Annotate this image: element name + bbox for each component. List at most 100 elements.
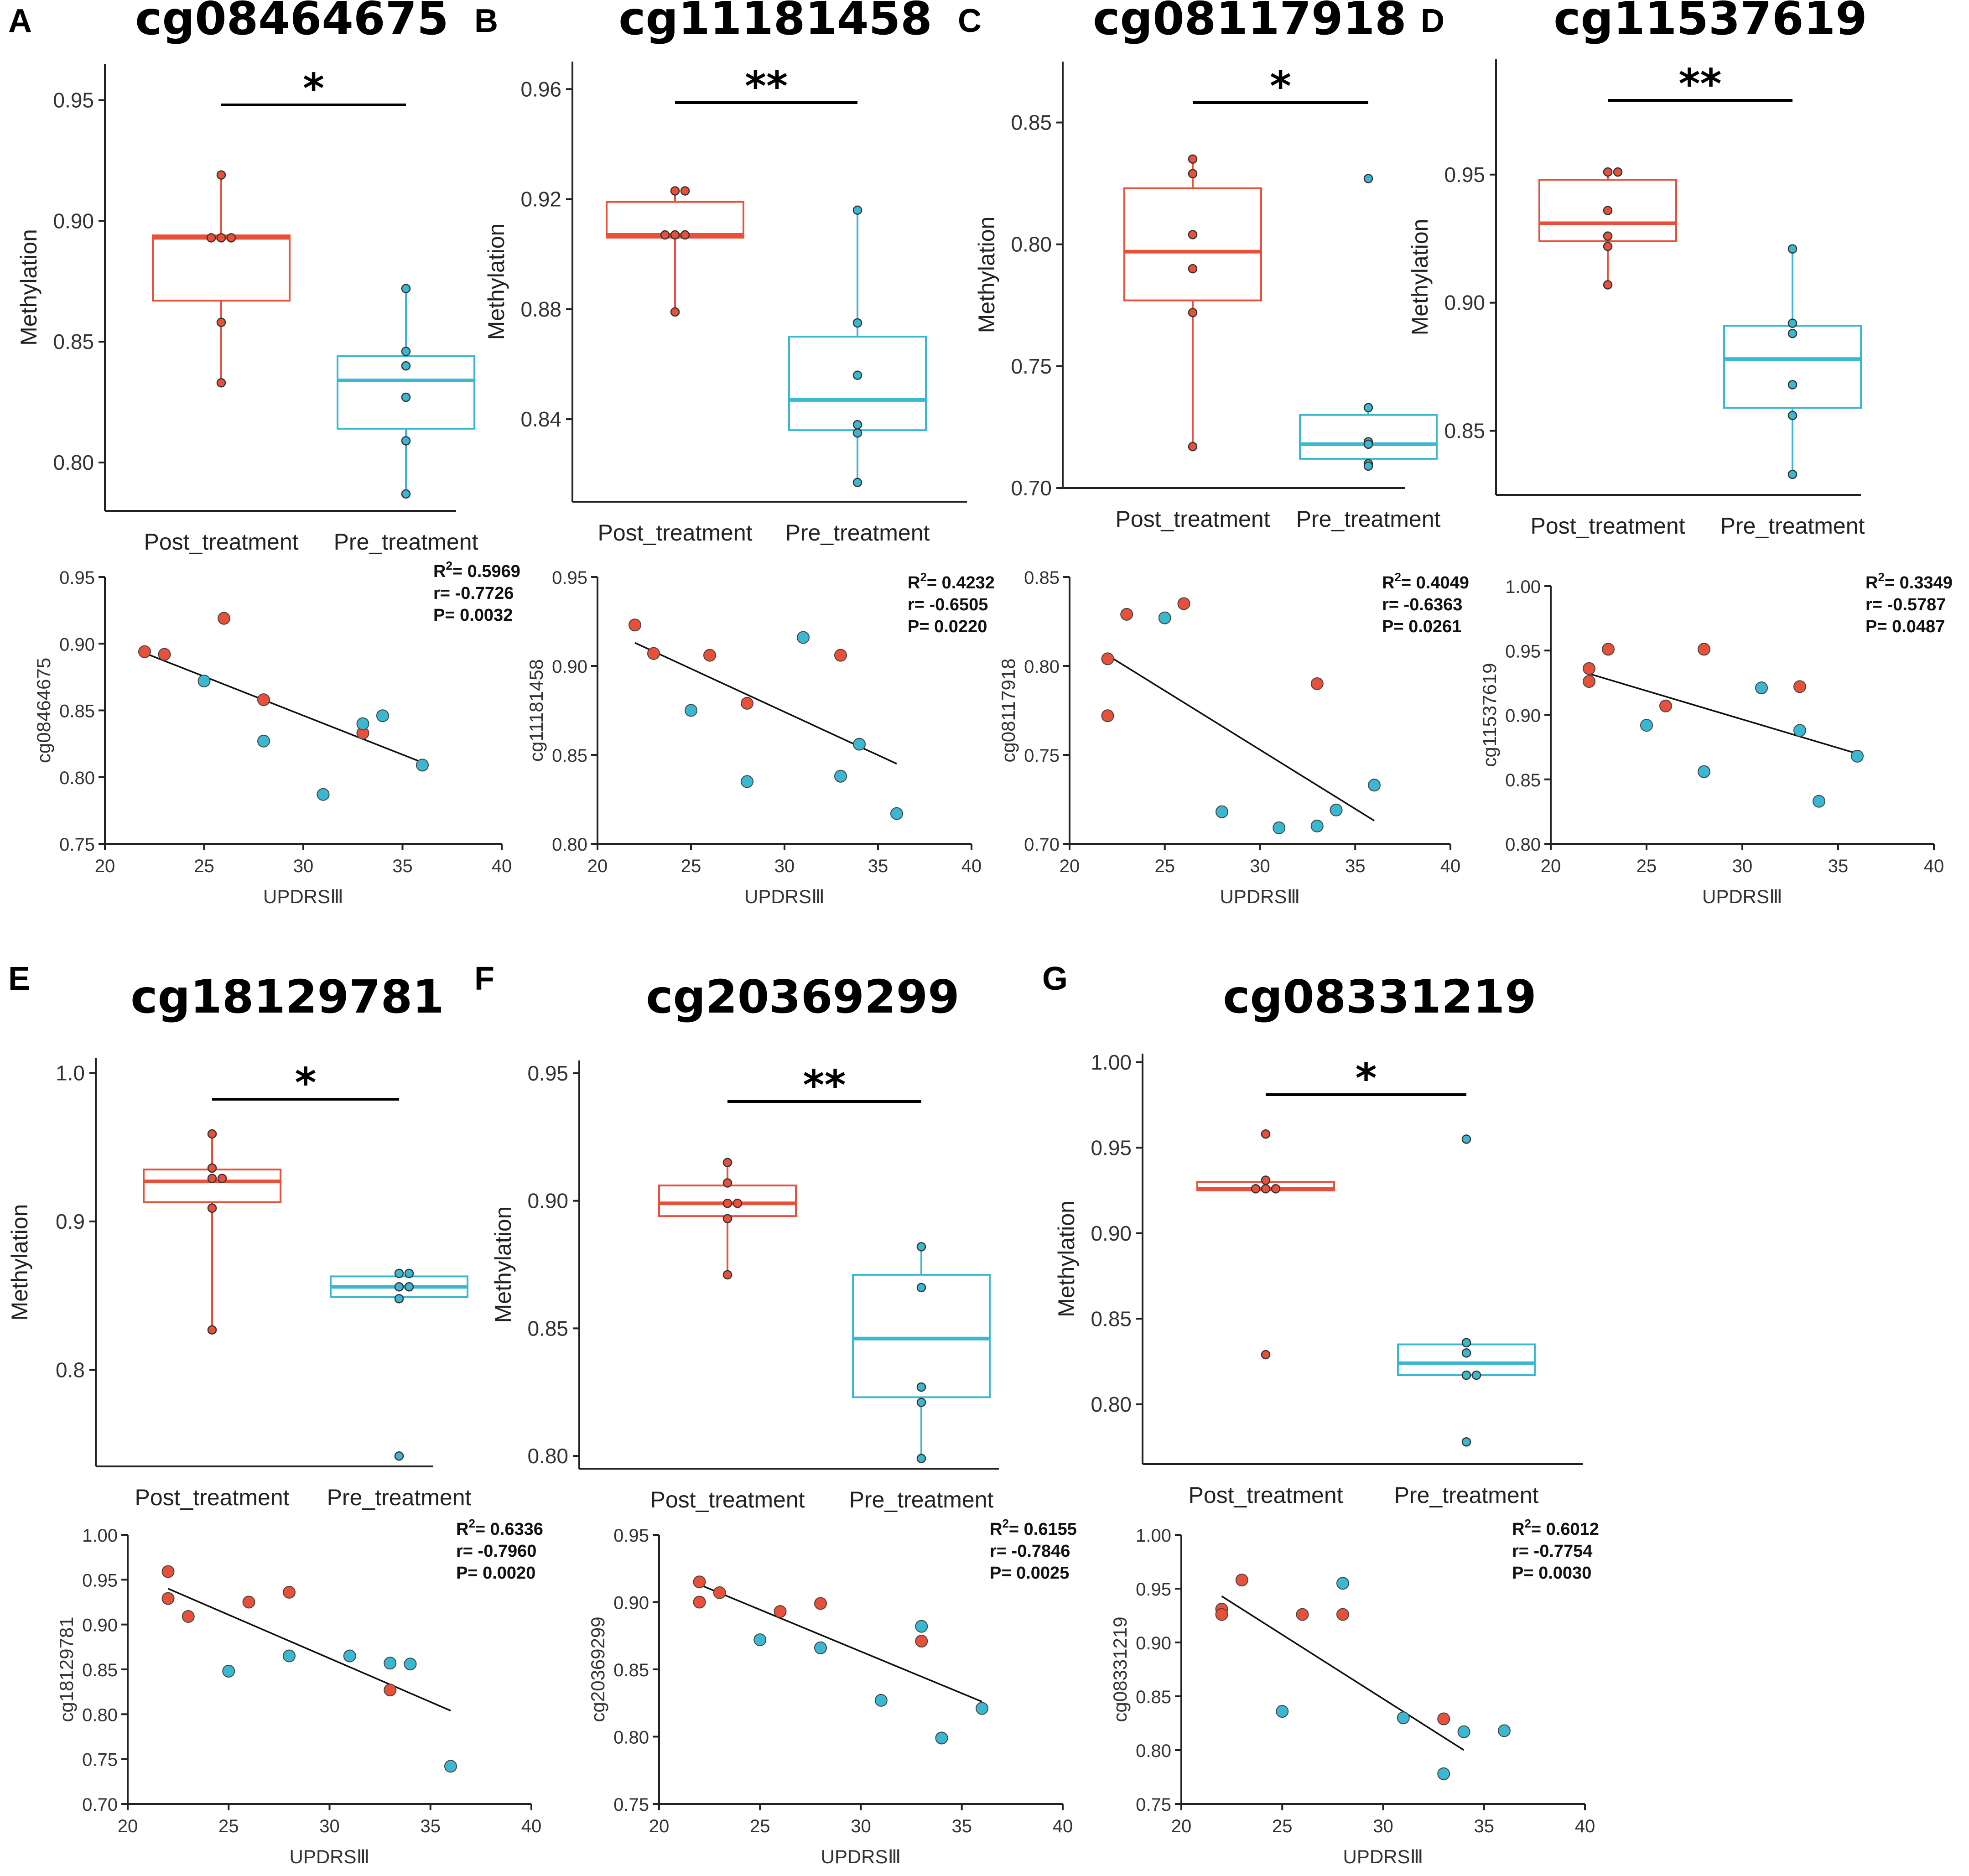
scatter-point-post (138, 645, 151, 658)
box-data-point (401, 361, 411, 371)
scatter-x-tick-label: 25 (750, 1816, 770, 1836)
regression-line (1589, 673, 1858, 754)
scatter-x-axis-label: UPDRSⅢ (821, 1846, 901, 1867)
scatter-y-tick-label: 0.95 (1136, 1580, 1171, 1600)
chart-title: cg08464675 (135, 0, 449, 45)
scatter-y-tick-label: 0.85 (552, 746, 587, 766)
scatter-point-post (814, 1597, 827, 1610)
box-y-tick-label: 1.0 (56, 1061, 85, 1085)
scatter-y-tick-label: 0.85 (1024, 568, 1060, 588)
scatter-x-tick-label: 30 (1732, 856, 1753, 876)
regression-line (144, 652, 423, 764)
box-data-point (852, 478, 862, 488)
box-data-point (217, 1174, 227, 1183)
scatter-y-tick-label: 0.80 (82, 1705, 118, 1725)
box-data-point (722, 1214, 733, 1224)
scatter-x-tick-label: 35 (421, 1816, 441, 1836)
panel-letter: F (474, 961, 494, 997)
regression-stats: R2= 0.4049 r= -0.6363 P= 0.0261 (1382, 570, 1469, 636)
scatter-point-pre (1698, 765, 1710, 778)
r-squared-symbol: R (433, 562, 446, 581)
scatter-point-pre (874, 1694, 888, 1707)
box-data-point (1471, 1370, 1481, 1380)
scatter-point-post (915, 1635, 928, 1648)
scatter-y-tick-label: 0.80 (613, 1728, 649, 1748)
scatter-y-tick-label: 0.85 (1136, 1687, 1171, 1707)
box-iqr (337, 355, 475, 430)
scatter-x-tick-label: 25 (681, 856, 701, 876)
box-data-point (1188, 308, 1198, 317)
scatter-y-tick-label: 0.80 (1505, 835, 1541, 855)
scatter-plot: 0.80 0.85 0.90 0.95 1.00 20 25 30 35 40 UPDRSⅢ cg11… (1479, 570, 1953, 907)
correlation-r: r= -0.7754 (1512, 1542, 1592, 1561)
box-plot: 0.70 0.75 0.80 0.85 Methylation Post_treatmen… (974, 62, 1441, 532)
scatter-x-tick-label: 20 (1541, 856, 1561, 876)
box-data-point (852, 370, 862, 380)
scatter-x-tick-label: 20 (649, 1816, 670, 1836)
box-data-point (216, 378, 226, 388)
scatter-x-axis-label: UPDRSⅢ (1702, 886, 1782, 907)
box-data-point (1603, 280, 1613, 290)
box-data-point (1188, 169, 1198, 179)
box-data-point (207, 1129, 217, 1139)
scatter-x-tick-label: 40 (961, 856, 982, 876)
box-data-point (1261, 1184, 1271, 1194)
r-squared-label: R2= 0.4049 (1382, 570, 1469, 592)
box-data-point (1613, 167, 1623, 177)
scatter-y-tick-label: 0.95 (59, 568, 95, 588)
scatter-y-tick-label: 0.80 (1136, 1741, 1171, 1761)
correlation-r: r= -0.7846 (990, 1542, 1070, 1561)
box-y-tick-label: 0.90 (1091, 1221, 1132, 1245)
scatter-x-tick-label: 30 (774, 856, 795, 876)
r-squared-superscript: 2 (1524, 1517, 1531, 1530)
r-squared-superscript: 2 (446, 559, 452, 572)
scatter-point-pre (1158, 611, 1171, 624)
box-y-tick-label: 0.88 (520, 297, 561, 321)
scatter-point-pre (444, 1760, 457, 1773)
box-data-point (401, 489, 411, 499)
box-group-post: Post_treatment (1530, 167, 1685, 539)
box-data-point (1188, 264, 1198, 274)
scatter-point-pre (1216, 805, 1228, 818)
scatter-x-tick-label: 35 (868, 856, 888, 876)
box-group-pre: Pre_treatment (1720, 244, 1865, 539)
box-data-point (916, 1283, 926, 1293)
box-group-post: Post_treatment (1115, 154, 1270, 532)
scatter-y-tick-label: 0.90 (82, 1616, 118, 1636)
box-group-pre: Pre_treatment (849, 1242, 994, 1512)
scatter-plot: 0.75 0.80 0.85 0.90 0.95 1.00 20 25 30 35 40 UPDRSⅢ… (1109, 1517, 1599, 1867)
box-y-tick-label: 1.00 (1091, 1050, 1132, 1074)
scatter-x-tick-label: 20 (118, 1816, 138, 1836)
scatter-point-pre (416, 759, 429, 772)
scatter-x-axis-label: UPDRSⅢ (744, 886, 825, 907)
box-data-point (1363, 403, 1373, 412)
box-data-point (1188, 230, 1198, 239)
box-data-point (670, 230, 680, 240)
box-category-label: Post_treatment (1530, 513, 1685, 539)
scatter-x-tick-label: 30 (851, 1816, 871, 1836)
box-group-post: Post_treatment (135, 1129, 290, 1510)
scatter-y-tick-label: 0.75 (82, 1750, 118, 1770)
box-group-post: Post_treatment (597, 186, 753, 546)
scatter-point-post (158, 648, 171, 661)
box-category-label: Pre_treatment (785, 520, 930, 546)
r-squared-label: R2= 0.5969 (433, 559, 520, 581)
scatter-x-tick-label: 25 (1272, 1816, 1293, 1836)
scatter-x-axis-label: UPDRSⅢ (290, 1846, 370, 1867)
scatter-x-axis-label: UPDRSⅢ (263, 886, 343, 907)
box-data-point (1787, 469, 1798, 479)
regression-stats: R2= 0.6336 r= -0.7960 P= 0.0020 (456, 1517, 543, 1583)
box-category-label: Post_treatment (1188, 1482, 1343, 1508)
scatter-point-pre (1498, 1724, 1511, 1737)
scatter-point-pre (1336, 1577, 1349, 1590)
scatter-point-post (161, 1592, 175, 1605)
scatter-y-tick-label: 0.95 (1505, 641, 1541, 661)
box-data-point (206, 233, 216, 243)
box-y-tick-label: 0.85 (1444, 419, 1485, 443)
box-plot: 0.84 0.88 0.92 0.96 Methylation Post_treatmen… (483, 62, 967, 546)
box-group-pre: Pre_treatment (785, 205, 930, 546)
box-data-point (916, 1242, 926, 1252)
box-data-point (1603, 241, 1613, 251)
box-data-point (916, 1454, 926, 1463)
scatter-point-post (283, 1585, 296, 1599)
